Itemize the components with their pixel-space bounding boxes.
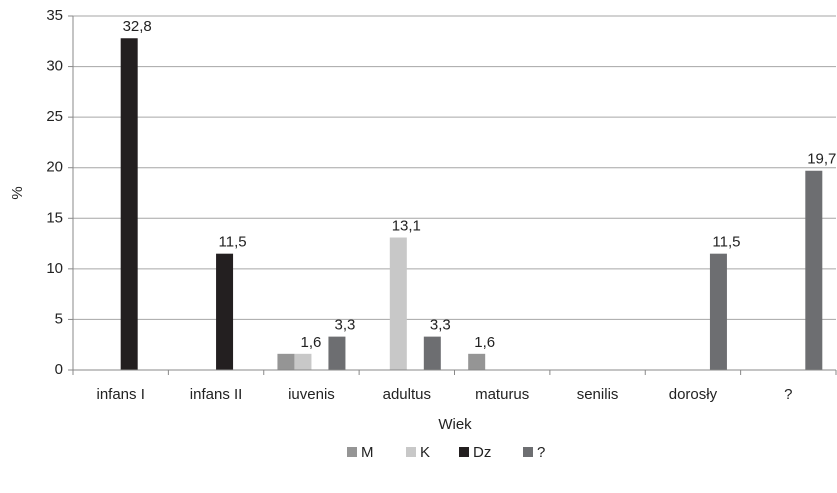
data-label: 1,6 <box>301 334 322 351</box>
legend-label: K <box>420 444 430 461</box>
y-tick-label: 10 <box>46 260 63 277</box>
x-tick-label: infans II <box>190 386 243 403</box>
x-tick-label: senilis <box>577 386 619 403</box>
legend-swatch <box>459 447 469 457</box>
bar <box>328 336 346 370</box>
data-label: 19,7 <box>807 151 836 168</box>
x-tick-label: ? <box>784 386 792 403</box>
x-tick-label: adultus <box>383 386 431 403</box>
y-tick-label: 20 <box>46 159 63 176</box>
y-tick-label: 30 <box>46 58 63 75</box>
bar <box>709 253 727 370</box>
data-label: 3,3 <box>430 317 451 334</box>
y-tick-label: 35 <box>46 7 63 24</box>
legend-label: Dz <box>473 444 491 461</box>
y-axis-label: % <box>9 186 26 199</box>
data-label: 32,8 <box>123 18 152 35</box>
bar <box>277 353 295 370</box>
x-tick-label: maturus <box>475 386 529 403</box>
legend-label: ? <box>537 444 545 461</box>
legend-swatch <box>406 447 416 457</box>
bar <box>389 237 407 370</box>
y-tick-label: 25 <box>46 108 63 125</box>
bar <box>805 170 823 370</box>
bar <box>468 353 486 370</box>
y-tick-label: 15 <box>46 209 63 226</box>
legend-swatch <box>347 447 357 457</box>
bar <box>294 353 312 370</box>
x-tick-label: dorosły <box>669 386 718 403</box>
x-axis-label: Wiek <box>438 416 472 433</box>
y-tick-label: 0 <box>55 361 63 378</box>
data-label: 3,3 <box>335 317 356 334</box>
bar <box>216 253 234 370</box>
x-tick-label: infans I <box>97 386 145 403</box>
bar <box>120 38 138 370</box>
data-label: 11,5 <box>712 234 740 251</box>
data-label: 13,1 <box>392 217 421 234</box>
legend-label: M <box>361 444 374 461</box>
data-label: 1,6 <box>474 334 495 351</box>
legend-swatch <box>523 447 533 457</box>
x-tick-label: iuvenis <box>288 386 335 403</box>
data-label: 11,5 <box>219 234 247 251</box>
y-tick-label: 5 <box>55 310 63 327</box>
bar <box>423 336 441 370</box>
